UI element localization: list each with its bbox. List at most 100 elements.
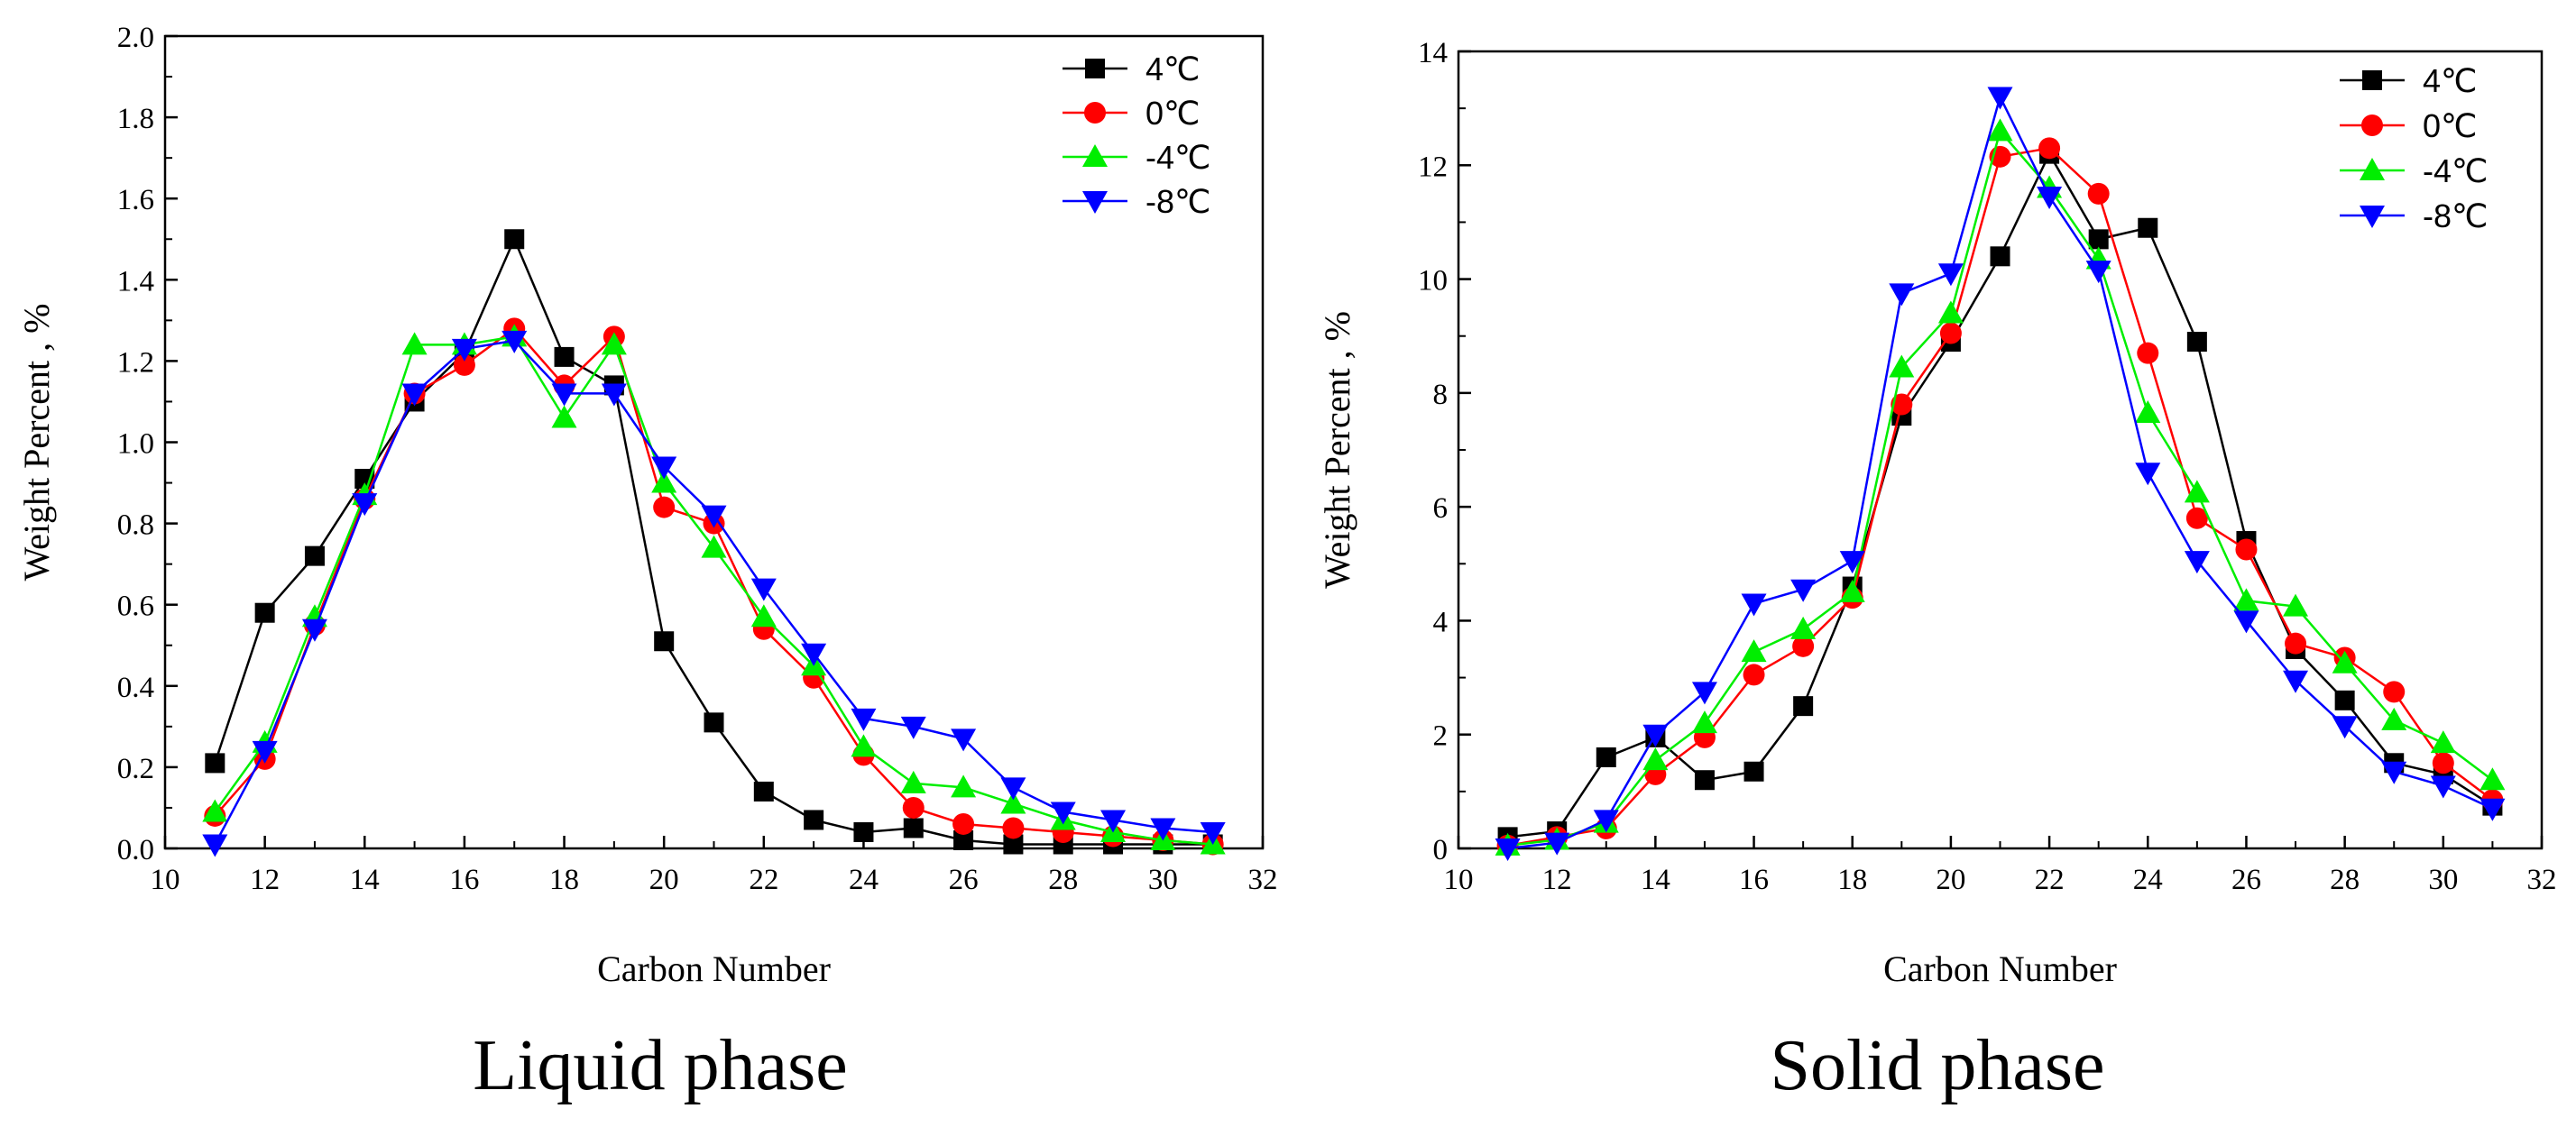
data-point [651,456,677,480]
legend-label: -8℃ [2423,197,2488,234]
x-tick-label: 20 [649,864,679,896]
data-point [2283,670,2309,693]
data-point [951,774,977,798]
x-tick-label: 22 [749,864,778,896]
legend-marker [1085,59,1105,78]
series-1 [204,317,1224,856]
data-point [202,834,228,857]
x-tick-label: 24 [849,864,879,896]
legend-label: 0℃ [2423,107,2477,144]
data-point [504,229,525,250]
legend-marker [1082,191,1108,214]
x-tick-label: 12 [250,864,280,896]
data-point [952,812,975,835]
data-point [254,602,275,623]
data-point [2334,690,2355,710]
data-point [1593,810,1619,833]
data-point [453,353,475,376]
data-point [551,405,577,428]
data-point [2233,610,2259,634]
data-point [1987,118,2013,142]
series-line [214,339,1213,846]
x-tick-label: 14 [1641,864,1670,896]
data-point [2088,229,2109,250]
data-point [851,708,877,731]
x-axis-title: Carbon Number [1883,948,2117,989]
x-tick-label: 14 [350,864,380,896]
data-point [2381,707,2407,730]
data-point [653,496,676,518]
data-point [851,734,877,757]
data-point [2233,588,2259,611]
y-tick-label: 12 [1418,151,1448,183]
caption-liquid-phase: Liquid phase [473,1026,847,1105]
y-tick-label: 0.4 [117,672,154,704]
data-point [451,338,477,362]
data-point [1000,791,1026,814]
y-axis-title: Weight Percent , % [1317,311,1357,589]
x-tick-label: 28 [2330,864,2360,896]
x-tick-label: 20 [1936,864,1965,896]
x-tick-label: 26 [2231,864,2261,896]
data-point [2285,632,2307,655]
legend-label: 4℃ [1145,50,1200,87]
data-point [2185,507,2208,529]
legend-marker [2360,206,2385,228]
legend-marker [1084,102,1106,124]
data-point [1691,710,1717,734]
x-tick-label: 32 [1248,864,1278,896]
data-point [2430,775,2456,799]
data-point [1987,87,2013,110]
series-2 [1495,118,2506,856]
data-point [2381,761,2407,784]
legend-label: -8℃ [1145,183,1210,220]
chart-liquid-phase: 10 12 14 16 18 20 22 24 26 28 30 32 0.0 0.2 0.4 0.6 0.8 1… [16,22,1278,989]
data-point [704,712,724,733]
data-point [205,753,225,774]
data-point [2186,332,2207,353]
legend-marker [2362,70,2382,90]
data-point [1839,579,1865,602]
x-tick-label: 16 [449,864,479,896]
y-tick-label: 1.6 [117,184,154,216]
data-point [900,770,926,793]
data-point [701,505,727,528]
y-tick-label: 6 [1433,492,1449,525]
data-point [401,383,428,407]
data-point [1544,832,1570,856]
data-point [2332,716,2358,739]
data-point [1790,616,1817,639]
data-point [301,618,327,642]
data-point [1100,810,1127,833]
data-point [1793,696,1814,717]
y-tick-label: 0.6 [117,591,154,623]
data-point [651,470,677,493]
data-point [2383,681,2406,703]
data-point [902,796,925,819]
data-point [2037,187,2063,210]
y-tick-label: 4 [1433,606,1449,638]
data-point [2430,730,2456,754]
data-point [1495,838,1521,861]
x-tick-label: 30 [2428,864,2458,896]
y-tick-label: 1.8 [117,103,154,135]
y-tick-label: 1.4 [117,265,154,298]
data-point [2283,593,2309,617]
y-tick-label: 8 [1433,379,1449,411]
data-point [1889,354,1915,378]
data-point [1002,817,1025,839]
x-tick-label: 22 [2035,864,2065,896]
x-axis-title: Carbon Number [597,948,831,989]
data-point [951,728,977,752]
data-point [1790,579,1817,602]
data-point [750,604,777,628]
y-tick-label: 14 [1418,37,1448,69]
series-0 [1497,143,2503,848]
data-point [1642,747,1669,771]
data-point [601,383,627,407]
legend-label: -4℃ [2423,152,2488,189]
y-tick-label: 0 [1433,834,1449,866]
data-point [2087,182,2110,205]
x-tick-label: 10 [151,864,180,896]
data-point [804,810,824,830]
